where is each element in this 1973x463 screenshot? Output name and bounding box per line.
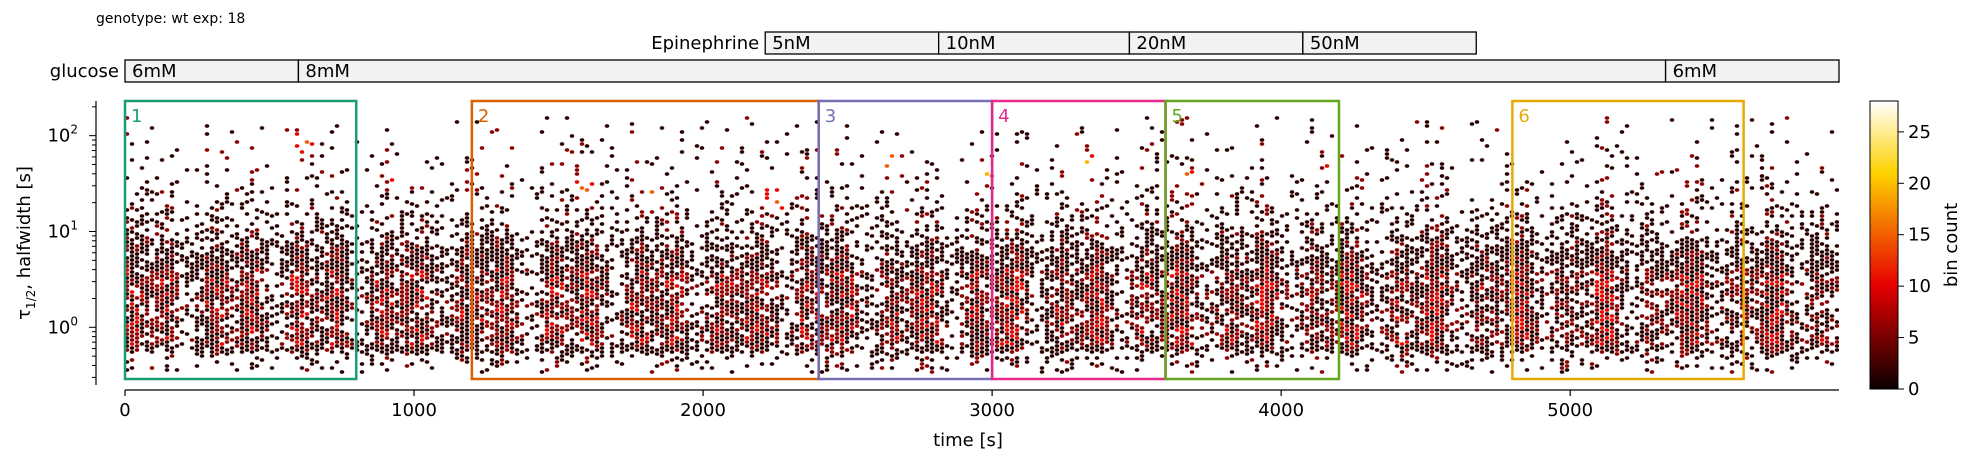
- window-6-label: 6: [1518, 106, 1529, 127]
- x-tick-label: 0: [119, 400, 130, 421]
- protocol-segment-label: 6mM: [132, 61, 177, 82]
- hexbin-layer-0: [125, 116, 1839, 374]
- y-tick-label: 100: [47, 314, 78, 338]
- window-1-label: 1: [131, 106, 142, 127]
- protocol-label-epinephrine: Epinephrine: [651, 33, 759, 54]
- window-4-label: 4: [998, 106, 1009, 127]
- window-5-label: 5: [1172, 106, 1183, 127]
- colorbar-label: bin count: [1941, 203, 1962, 287]
- x-tick-label: 1000: [391, 400, 437, 421]
- protocol-segment-label: 50nM: [1310, 33, 1360, 54]
- window-1-box: [123, 99, 358, 381]
- colorbar-tick-label: 20: [1908, 173, 1931, 194]
- x-tick-label: 4000: [1258, 400, 1304, 421]
- y-axis-label-rest: , halfwidth [s]: [14, 166, 35, 290]
- y-tick-exponent: 2: [70, 123, 78, 137]
- colorbar-tick-label: 10: [1908, 276, 1931, 297]
- hexbin-layer-4: [984, 160, 1090, 176]
- colorbar-tick-label: 0: [1908, 379, 1919, 400]
- y-axis-label: τ1/2, halfwidth [s]: [14, 166, 38, 320]
- y-axis-label-tau: τ: [14, 309, 35, 320]
- y-tick-label: 102: [47, 123, 78, 147]
- colorbar-gradient: [1869, 100, 1899, 390]
- colorbar-tick-label: 5: [1908, 328, 1919, 349]
- window-6-box: [1511, 99, 1745, 381]
- x-tick-label: 2000: [680, 400, 726, 421]
- y-tick-label: 101: [47, 218, 78, 242]
- hexbin-layer-1: [125, 116, 1839, 374]
- protocol-segment-label: 6mM: [1673, 61, 1718, 82]
- protocol-label-glucose: glucose: [50, 61, 119, 82]
- protocol-segment-label: 10nM: [946, 33, 996, 54]
- colorbar: 0 5 10 15 20 25 bin count: [1869, 100, 1962, 400]
- protocol-segment-label: 8mM: [305, 61, 350, 82]
- y-tick-exponent: 1: [70, 218, 78, 232]
- protocol-segment-label: 20nM: [1136, 33, 1186, 54]
- colorbar-tick-label: 25: [1908, 122, 1931, 143]
- y-tick-exponent: 0: [70, 314, 78, 328]
- genotype-caption: genotype: wt exp: 18: [96, 11, 246, 27]
- protocol-segment-label: 5nM: [772, 33, 810, 54]
- hexbin-layer-2: [125, 132, 1825, 346]
- window-5-box: [1164, 99, 1341, 381]
- x-tick-label: 5000: [1547, 400, 1593, 421]
- protocol-segment-glucose-1: [297, 59, 1667, 83]
- window-2-label: 2: [478, 106, 489, 127]
- protocol-segment-glucose-2: [1664, 59, 1840, 83]
- colorbar-tick-label: 15: [1908, 225, 1931, 246]
- y-axis-label-subscript: 1/2: [24, 290, 38, 309]
- x-axis-label: time [s]: [933, 430, 1003, 451]
- x-tick-label: 3000: [969, 400, 1015, 421]
- protocol-segment-epinephrine-3: [1302, 31, 1477, 55]
- window-3-label: 3: [825, 106, 836, 127]
